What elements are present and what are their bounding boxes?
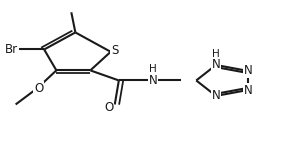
Text: N: N: [148, 74, 157, 87]
Text: H: H: [212, 49, 220, 59]
Text: N: N: [212, 59, 220, 72]
Text: N: N: [244, 83, 252, 96]
Text: O: O: [104, 101, 113, 114]
Text: Br: Br: [5, 43, 18, 56]
Text: N: N: [212, 89, 220, 102]
Text: N: N: [244, 64, 252, 77]
Text: O: O: [34, 82, 43, 95]
Text: S: S: [111, 44, 119, 57]
Text: H: H: [149, 64, 157, 74]
